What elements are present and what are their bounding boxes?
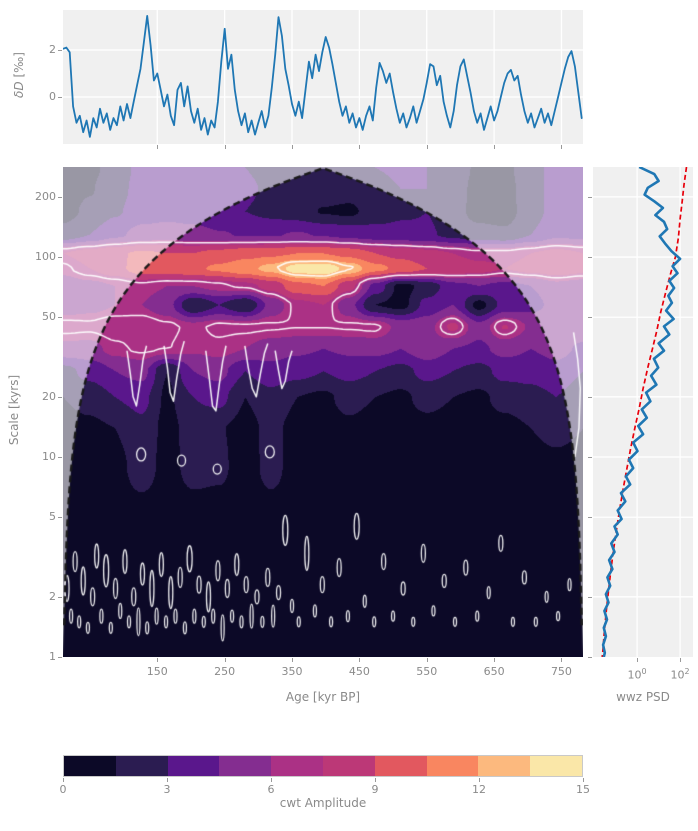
main-x-tick-label: 450 <box>348 665 370 678</box>
psd-y-tick-mark <box>588 196 592 198</box>
cwt-scalogram-panel <box>63 167 583 657</box>
colorbar-tick-label: 9 <box>371 783 379 796</box>
psd-x-tick-label: 102 <box>670 667 690 682</box>
main-y-tick-mark <box>58 517 62 519</box>
main-x-tick-mark <box>494 658 496 662</box>
colorbar-swatch <box>115 756 168 776</box>
main-y-tick-label: 10 <box>42 450 56 464</box>
main-x-tick-label: 750 <box>550 665 572 678</box>
main-x-tick-mark <box>224 658 226 662</box>
colorbar-tick-mark <box>271 778 272 782</box>
main-x-tick-mark <box>426 658 428 662</box>
main-y-tick-mark <box>58 596 62 598</box>
main-y-tick-label: 50 <box>42 310 56 324</box>
dD-units: [‰] <box>12 52 26 82</box>
colorbar-tick-mark <box>167 778 168 782</box>
colorbar-tick-mark <box>479 778 480 782</box>
colorbar-tick-mark <box>375 778 376 782</box>
top-y-tick-label: 0 <box>49 89 56 103</box>
colorbar-tick-label: 6 <box>267 783 275 796</box>
main-x-tick-label: 150 <box>146 665 168 678</box>
main-y-tick-mark <box>58 396 62 398</box>
top-x-tick-mark <box>561 145 563 149</box>
main-x-tick-label: 250 <box>214 665 236 678</box>
psd-y-tick-mark <box>588 657 592 658</box>
scale-y-axis-label: Scale [kyrs] <box>7 374 21 446</box>
dD-line-chart <box>63 10 583 144</box>
top-x-tick-mark <box>494 145 496 149</box>
top-x-tick-mark <box>426 145 428 149</box>
wwz-psd-line <box>601 167 682 657</box>
main-x-tick-mark <box>359 658 361 662</box>
main-y-tick-mark <box>58 317 62 319</box>
dD-symbol: δD <box>12 81 26 98</box>
psd-y-tick-mark <box>588 596 592 598</box>
top-x-tick-mark <box>224 145 226 149</box>
psd-y-tick-mark <box>588 517 592 519</box>
main-y-tick-mark <box>58 196 62 198</box>
top-y-tick-mark <box>58 96 62 98</box>
psd-x-axis-label: wwz PSD <box>616 690 670 704</box>
colorbar-swatch <box>271 756 323 776</box>
top-y-tick-mark <box>58 49 62 51</box>
main-x-tick-mark <box>561 658 563 662</box>
psd-x-tick-label: 100 <box>627 667 647 682</box>
colorbar-tick-label: 0 <box>59 783 67 796</box>
colorbar <box>63 755 583 777</box>
psd-y-tick-mark <box>588 317 592 319</box>
age-x-axis-label: Age [kyr BP] <box>285 690 361 704</box>
main-y-tick-label: 200 <box>35 189 56 203</box>
main-x-tick-label: 650 <box>483 665 505 678</box>
psd-x-tick-mark <box>680 658 682 662</box>
main-y-tick-mark <box>58 457 62 459</box>
colorbar-swatch <box>322 756 375 776</box>
main-y-tick-mark <box>58 257 62 259</box>
wwz-psd-panel <box>593 167 693 657</box>
colorbar-tick-label: 12 <box>472 783 486 796</box>
main-y-tick-mark <box>58 657 62 658</box>
top-x-tick-mark <box>157 145 159 149</box>
colorbar-swatch <box>426 756 479 776</box>
colorbar-swatch <box>478 756 531 776</box>
colorbar-tick-mark <box>583 778 584 782</box>
colorbar-tick-mark <box>63 778 64 782</box>
colorbar-swatch <box>219 756 272 776</box>
colorbar-swatch <box>167 756 220 776</box>
psd-y-tick-mark <box>588 257 592 259</box>
colorbar-label: cwt Amplitude <box>279 796 367 810</box>
main-y-tick-label: 100 <box>35 250 56 264</box>
main-x-tick-label: 350 <box>281 665 303 678</box>
top-x-tick-mark <box>292 145 293 149</box>
main-y-tick-label: 5 <box>49 510 56 524</box>
psd-y-tick-mark <box>588 457 592 459</box>
top-y-tick-label: 2 <box>49 42 56 56</box>
main-x-tick-mark <box>292 658 293 662</box>
main-y-tick-label: 2 <box>49 589 56 603</box>
dD-y-axis-label: δD [‰] <box>12 25 26 125</box>
colorbar-tick-label: 15 <box>576 783 590 796</box>
top-x-tick-mark <box>359 145 361 149</box>
dD-timeseries-panel <box>63 10 583 144</box>
main-y-tick-label: 20 <box>42 389 56 403</box>
colorbar-swatch <box>530 756 582 776</box>
main-y-tick-label: 1 <box>49 650 56 663</box>
wwz-psd-chart <box>593 167 693 657</box>
colorbar-swatch <box>64 756 116 776</box>
main-x-tick-label: 550 <box>416 665 438 678</box>
colorbar-tick-label: 3 <box>163 783 171 796</box>
cwt-scalogram-canvas <box>63 167 583 657</box>
psd-y-tick-mark <box>588 396 592 398</box>
main-x-tick-mark <box>157 658 159 662</box>
colorbar-swatch <box>374 756 427 776</box>
psd-x-tick-mark <box>637 658 639 662</box>
